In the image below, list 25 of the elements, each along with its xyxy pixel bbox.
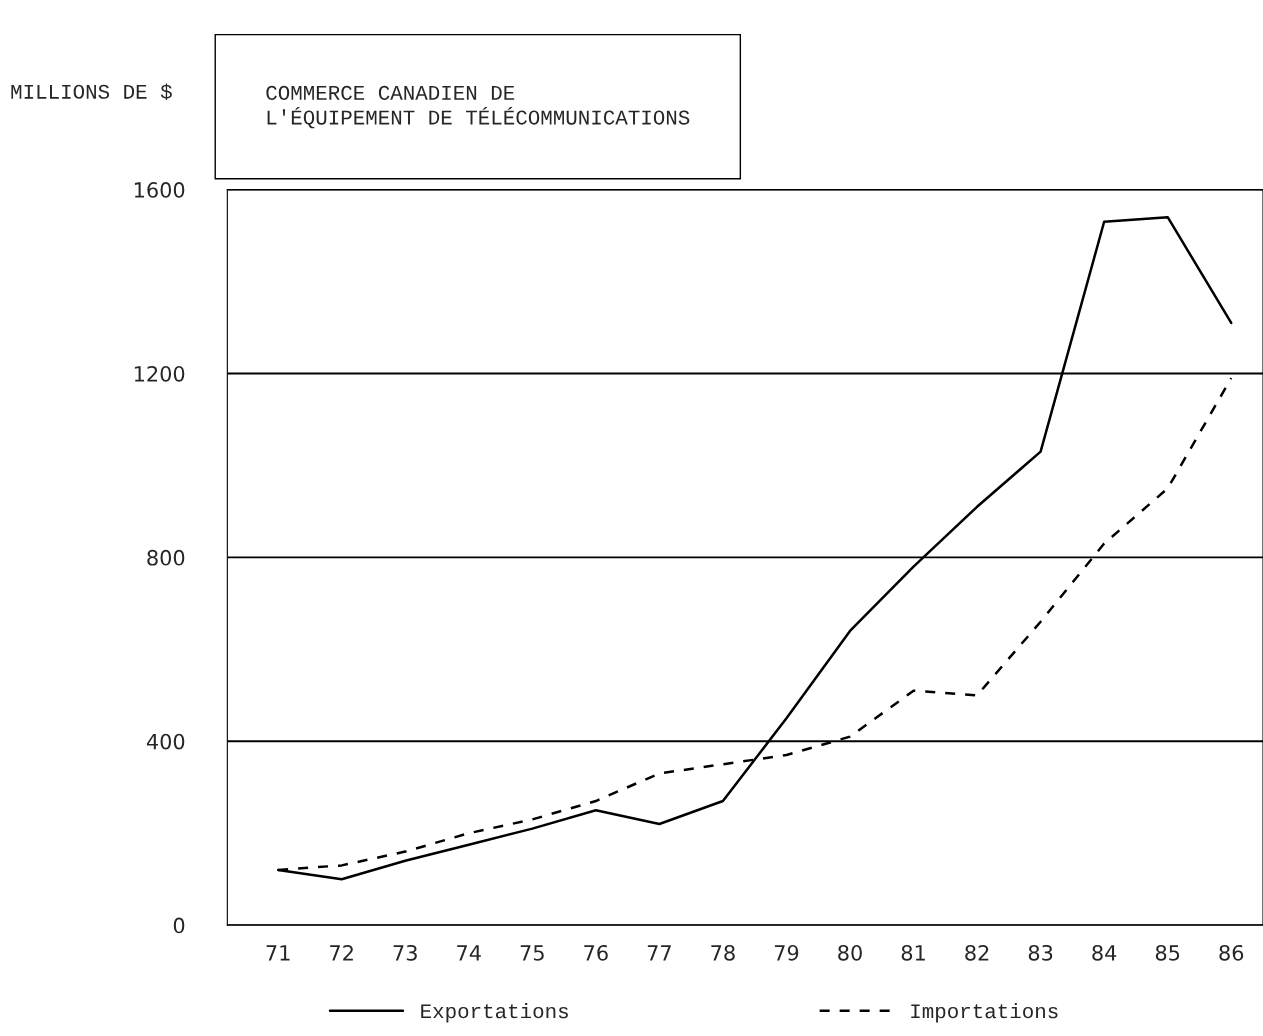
chart-title: COMMERCE CANADIEN DE L'ÉQUIPEMENT DE TÉLÉCOMMUNICATIONS bbox=[266, 85, 690, 129]
legend-label: Importations bbox=[911, 1003, 1058, 1023]
legend-label: Exportations bbox=[421, 1003, 568, 1023]
y-axis-title: MILLIONS DE $ bbox=[11, 83, 172, 101]
x-tick-label: 79 bbox=[774, 944, 799, 961]
x-tick-label: 76 bbox=[584, 944, 608, 961]
y-tick-label: 800 bbox=[147, 549, 185, 566]
x-tick-label: 81 bbox=[901, 944, 925, 961]
y-tick-label: 1200 bbox=[134, 365, 185, 382]
x-tick-label: 82 bbox=[965, 944, 989, 961]
x-tick-label: 74 bbox=[457, 945, 481, 961]
x-tick-label: 83 bbox=[1028, 944, 1053, 961]
x-tick-label: 75 bbox=[520, 945, 544, 961]
x-tick-label: 85 bbox=[1155, 944, 1180, 961]
y-tick-label: 400 bbox=[146, 733, 185, 750]
y-tick-label: 0 bbox=[173, 917, 185, 934]
y-tick-label: 1600 bbox=[134, 182, 185, 198]
x-tick-label: 78 bbox=[711, 944, 735, 961]
x-tick-label: 73 bbox=[393, 944, 417, 961]
x-tick-label: 84 bbox=[1092, 944, 1117, 961]
x-tick-label: 80 bbox=[838, 944, 862, 961]
x-tick-label: 71 bbox=[266, 945, 290, 961]
x-tick-label: 86 bbox=[1219, 944, 1244, 961]
x-tick-label: 72 bbox=[330, 944, 353, 961]
x-tick-label: 77 bbox=[647, 945, 671, 961]
